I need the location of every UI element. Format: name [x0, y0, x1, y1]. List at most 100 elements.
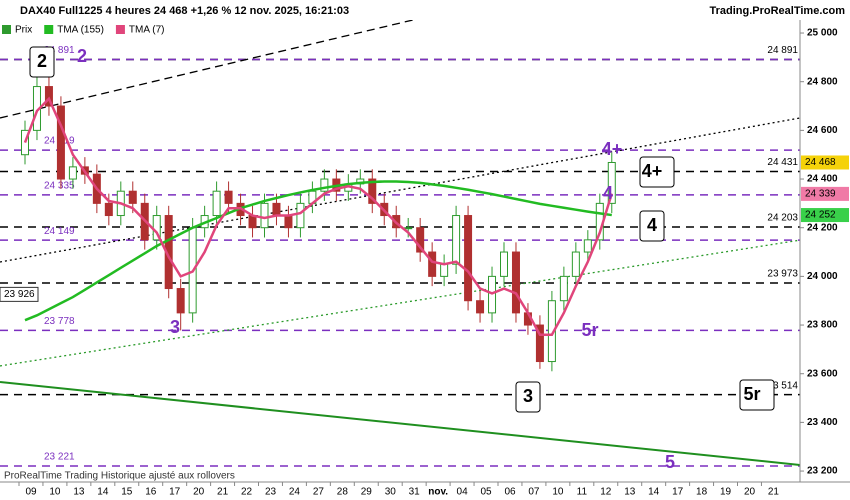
- annotation: 4: [603, 183, 613, 203]
- trendline: [0, 380, 800, 466]
- x-tick-label: 13: [624, 487, 636, 498]
- candle-body: [464, 215, 473, 302]
- y-tick-label: 23 200: [807, 466, 838, 477]
- indicator-line: [24, 180, 612, 322]
- legend-swatch: [115, 25, 125, 34]
- candle-body: [476, 300, 485, 314]
- annotation: 2: [37, 51, 47, 71]
- x-tick-label: 16: [145, 487, 157, 498]
- price-tag: [801, 208, 849, 223]
- x-tick-label: 14: [97, 487, 109, 498]
- x-tick-label: 04: [457, 487, 469, 498]
- annotation: 5: [665, 452, 675, 472]
- indicator-line: [23, 96, 613, 337]
- candle-body: [547, 300, 556, 363]
- y-tick-label: 24 800: [807, 76, 838, 87]
- level-label: 23 221: [44, 452, 75, 463]
- annotation: 5r: [743, 384, 760, 404]
- y-tick-label: 24 000: [807, 271, 838, 282]
- candle-body: [56, 105, 65, 180]
- price-tag-label: 24 252: [805, 210, 836, 221]
- annotation: 3: [523, 386, 533, 406]
- candle-body: [21, 129, 29, 156]
- price-tag: [801, 155, 849, 170]
- annotation-box: [739, 379, 775, 411]
- x-tick-label: 05: [480, 487, 492, 498]
- candle-body: [176, 288, 185, 314]
- candle-body: [583, 239, 592, 253]
- candle-body: [320, 178, 329, 192]
- x-tick-label: 19: [720, 487, 732, 498]
- annotation: 4+: [602, 139, 623, 159]
- price-tag: [801, 186, 849, 201]
- x-tick-label: 30: [385, 487, 397, 498]
- x-tick-label: 27: [313, 487, 325, 498]
- x-tick-label: 18: [696, 487, 708, 498]
- x-tick-label: 31: [409, 487, 421, 498]
- source: Trading.ProRealTime.com: [709, 5, 845, 17]
- legend-label: Prix: [15, 25, 32, 36]
- candle-body: [272, 202, 281, 217]
- candle-body: [104, 202, 113, 217]
- candle-body: [212, 190, 221, 217]
- footer: ProRealTime Trading Historique ajusté au…: [4, 471, 235, 482]
- x-tick-label: 21: [217, 487, 229, 498]
- x-tick-label: 24: [289, 487, 301, 498]
- trendline: [0, 20, 416, 119]
- price-tag-label: 23 926: [4, 289, 35, 300]
- candle-body: [535, 324, 544, 363]
- legend-label: TMA (155): [57, 25, 104, 36]
- x-tick-label: 10: [552, 487, 564, 498]
- x-tick-label: 06: [504, 487, 516, 498]
- trendline: [0, 117, 800, 263]
- candle-body: [452, 215, 461, 265]
- price-tag-label: 24 468: [805, 157, 836, 168]
- price-tag-label: 24 339: [805, 189, 836, 200]
- level-label: 23 973: [767, 269, 798, 280]
- x-tick-label: 07: [528, 487, 540, 498]
- x-tick-label: 11: [577, 487, 588, 498]
- candle-body: [68, 166, 77, 180]
- x-tick-label: 13: [73, 487, 85, 498]
- candle-body: [607, 161, 616, 204]
- level-label: 24 335: [44, 180, 75, 191]
- candle-body: [248, 215, 257, 229]
- candle-body: [559, 275, 568, 302]
- annotation: 5r: [581, 320, 598, 340]
- candle-body: [368, 178, 377, 204]
- x-tick-label: 17: [672, 487, 684, 498]
- level-label: 23 778: [44, 316, 75, 327]
- x-tick-label: 10: [49, 487, 61, 498]
- x-tick-label: 21: [768, 487, 780, 498]
- trendline: [0, 239, 800, 367]
- x-tick-label: 20: [744, 487, 756, 498]
- annotation: 3: [170, 317, 180, 337]
- y-tick-label: 25 000: [807, 28, 838, 39]
- candle-body: [128, 190, 137, 204]
- candle-body: [440, 263, 449, 277]
- level-label: 24 891: [44, 45, 75, 56]
- x-tick-label: 28: [337, 487, 349, 498]
- x-tick-label: 14: [648, 487, 660, 498]
- x-tick-label: 20: [193, 487, 205, 498]
- x-tick-label: nov.: [428, 487, 448, 498]
- annotation-box: [639, 156, 675, 188]
- candle-body: [404, 227, 413, 230]
- y-tick-label: 23 600: [807, 368, 838, 379]
- legend-swatch: [2, 25, 11, 34]
- candle-body: [500, 251, 508, 277]
- x-tick-label: 09: [25, 487, 37, 498]
- level-label: 24 431: [767, 157, 798, 168]
- candle-body: [284, 215, 293, 229]
- y-tick-label: 24 400: [807, 174, 838, 185]
- level-label: 24 203: [767, 213, 798, 224]
- x-tick-label: 29: [361, 487, 373, 498]
- x-tick-label: 15: [121, 487, 133, 498]
- annotation: 4: [647, 215, 657, 235]
- x-tick-label: 17: [169, 487, 181, 498]
- candle-body: [571, 251, 580, 277]
- candle-body: [260, 202, 269, 229]
